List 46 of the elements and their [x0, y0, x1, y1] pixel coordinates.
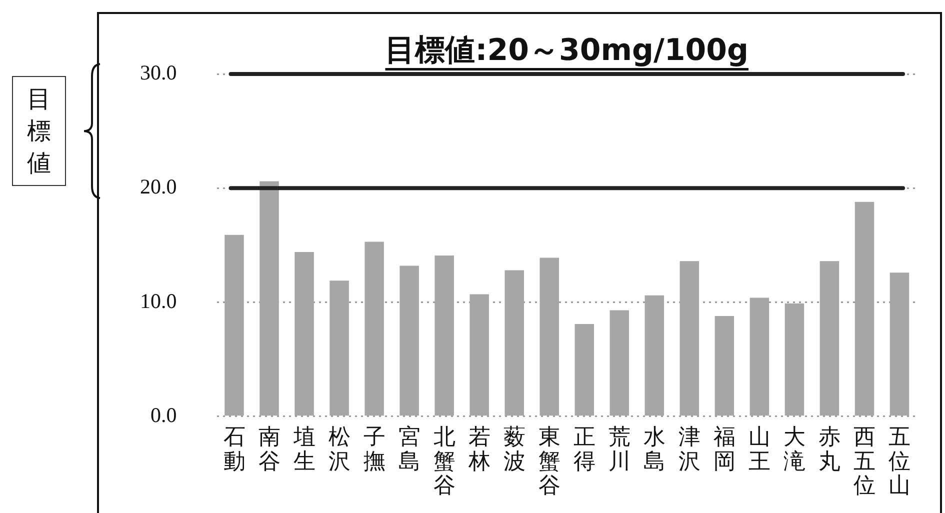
x-tick-label: 北蟹谷 — [433, 425, 456, 499]
bar — [714, 316, 734, 416]
x-tick-label: 五位山 — [888, 425, 910, 499]
bar — [890, 272, 910, 416]
x-tick-label: 若林 — [467, 425, 490, 474]
bar — [540, 258, 559, 416]
chart-title: 目標値:20～30mg/100g — [385, 33, 749, 68]
x-tick-label: 山王 — [748, 425, 770, 474]
x-tick-label: 津沢 — [678, 425, 700, 474]
x-tick-label: 福岡 — [713, 425, 736, 474]
bar — [470, 294, 489, 416]
y-tick-label: 20.0 — [140, 174, 177, 199]
bar — [504, 270, 524, 416]
x-tick-label: 東蟹谷 — [538, 425, 560, 499]
y-tick-label: 30.0 — [140, 60, 177, 85]
text: 目標値 — [12, 76, 66, 186]
bar — [294, 252, 314, 416]
bar — [610, 310, 630, 416]
bar — [434, 255, 454, 416]
bar — [574, 324, 594, 416]
bar — [854, 202, 874, 416]
x-tick-label: 南谷 — [258, 425, 280, 474]
x-tick-label: 子撫 — [363, 425, 386, 474]
x-tick-label: 薮波 — [503, 425, 526, 474]
x-tick-label: 荒川 — [608, 425, 630, 474]
bar — [260, 181, 279, 416]
bar — [750, 298, 770, 416]
x-tick-label: 埴生 — [292, 425, 316, 474]
bar — [784, 303, 804, 416]
x-tick-label: 大滝 — [783, 425, 806, 474]
bar — [680, 261, 700, 416]
bar — [820, 261, 840, 416]
bar — [364, 242, 384, 416]
bar — [644, 295, 664, 416]
x-tick-label: 宮島 — [398, 425, 420, 474]
x-tick-label: 石動 — [223, 425, 246, 474]
x-tick-label: 赤丸 — [818, 425, 840, 474]
x-tick-label: 正得 — [573, 425, 596, 474]
x-tick-label: 水島 — [643, 425, 666, 474]
bar — [400, 266, 419, 416]
bar — [330, 280, 349, 416]
bar — [224, 234, 244, 416]
y-tick-label: 0.0 — [150, 402, 177, 427]
y-tick-label: 10.0 — [140, 288, 177, 313]
x-tick-label: 西五位 — [853, 425, 876, 499]
x-tick-label: 松沢 — [328, 425, 350, 474]
